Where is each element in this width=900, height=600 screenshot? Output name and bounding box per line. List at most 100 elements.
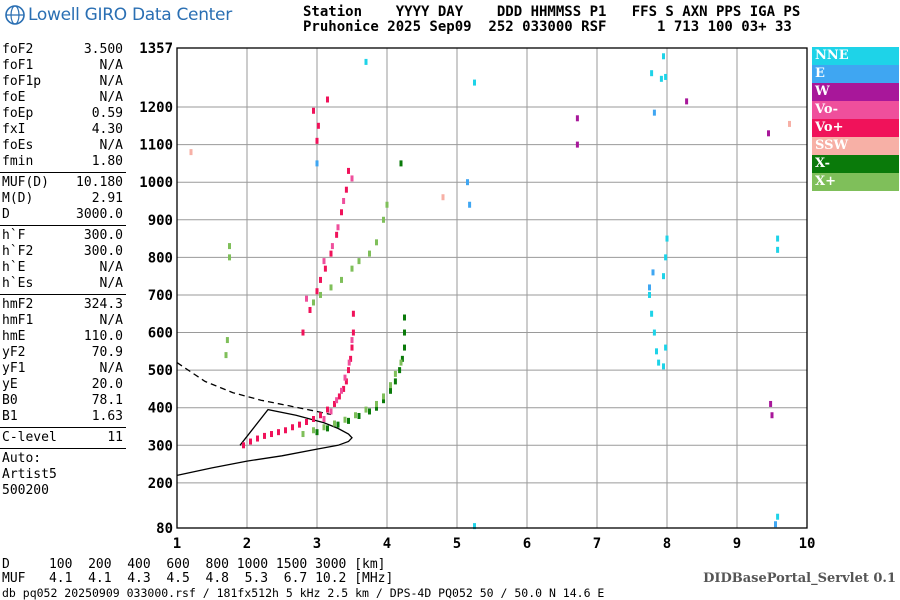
echo-point xyxy=(242,442,245,449)
echo-point xyxy=(298,421,301,428)
echo-point xyxy=(393,378,397,385)
chart-grid xyxy=(176,47,808,529)
echo-point xyxy=(340,387,343,394)
echo-point xyxy=(270,431,273,438)
legend-item: X- xyxy=(812,155,899,173)
param-row: h`F 300.0 xyxy=(0,228,126,244)
servlet-label: DIDBasePortal_Servlet 0.1 xyxy=(703,571,896,586)
echo-point xyxy=(651,269,655,276)
echo-point xyxy=(329,408,333,415)
param-row: yF2 70.9 xyxy=(0,345,126,361)
echo-point xyxy=(312,415,315,422)
x-tick-label: 6 xyxy=(523,536,531,552)
echo-point xyxy=(312,427,315,434)
echo-point xyxy=(650,310,654,317)
echo-point xyxy=(664,344,668,351)
param-label: foF2 xyxy=(2,42,34,57)
param-value: N/A xyxy=(99,58,123,73)
profile-curve xyxy=(176,362,332,416)
echo-point xyxy=(315,137,319,144)
param-value: 300.0 xyxy=(83,228,123,243)
echo-point xyxy=(312,107,315,114)
scaled-parameters-panel: foF2 3.500 foF1 N/A foF1p N/A foE N/A foEp 0.59 fx… xyxy=(0,42,126,499)
profile-curve xyxy=(176,408,353,477)
echo-point xyxy=(400,355,404,362)
echo-point xyxy=(389,387,392,394)
echo-point xyxy=(655,348,658,355)
echo-point xyxy=(788,120,791,127)
echo-point xyxy=(228,243,231,250)
param-value: N/A xyxy=(99,90,123,105)
param-label: MUF(D) xyxy=(2,175,49,190)
param-separator xyxy=(0,225,126,228)
echo-point xyxy=(385,201,389,208)
autoscaling-info: Artist5 xyxy=(2,467,57,482)
param-label: M(D) xyxy=(2,191,34,206)
param-value: 11 xyxy=(107,430,123,445)
y-tick-label: 80 xyxy=(156,521,173,537)
echo-point xyxy=(347,359,351,366)
param-row: foF1 N/A xyxy=(0,58,126,74)
echo-point xyxy=(337,393,341,400)
echo-point xyxy=(398,367,402,374)
param-row: hmF2 324.3 xyxy=(0,297,126,313)
echo-point xyxy=(322,258,326,265)
echo-point xyxy=(333,420,336,427)
legend-item: Vo- xyxy=(812,101,899,119)
echo-point xyxy=(393,370,397,377)
echo-point xyxy=(323,265,327,272)
echo-point xyxy=(301,329,305,336)
echo-point xyxy=(665,235,669,242)
y-tick-label: 500 xyxy=(148,363,173,379)
x-tick-label: 1 xyxy=(173,536,181,552)
echo-point xyxy=(662,363,665,370)
echo-point xyxy=(403,344,406,351)
echo-point xyxy=(776,235,780,242)
muf-frequency-row: MUF 4.1 4.1 4.3 4.5 4.8 5.3 6.7 10.2 [MH… xyxy=(2,571,394,586)
echo-point xyxy=(389,382,392,389)
echo-point xyxy=(662,53,665,60)
param-value: 78.1 xyxy=(91,393,123,408)
param-value: 300.0 xyxy=(83,244,123,259)
y-tick-label: 800 xyxy=(148,250,173,266)
echo-point xyxy=(350,265,354,272)
param-label: B0 xyxy=(2,393,18,408)
param-label: hmF2 xyxy=(2,297,34,312)
x-tick-label: 5 xyxy=(453,536,461,552)
param-row: MUF(D) 10.180 xyxy=(0,175,126,191)
x-tick-label: 3 xyxy=(313,536,321,552)
echo-point xyxy=(382,393,385,400)
param-row: hmF1 N/A xyxy=(0,313,126,329)
param-value: N/A xyxy=(99,276,123,291)
x-tick-label: 2 xyxy=(243,536,251,552)
param-label: yE xyxy=(2,377,18,392)
echo-point xyxy=(329,284,333,291)
echo-point xyxy=(342,197,346,204)
param-separator xyxy=(0,294,126,297)
echo-point xyxy=(441,194,445,201)
globe-logo-icon xyxy=(5,5,25,25)
x-tick-label: 7 xyxy=(593,536,601,552)
echo-point xyxy=(399,160,403,167)
echo-point xyxy=(343,416,347,423)
param-row: foE N/A xyxy=(0,90,126,106)
param-value: 20.0 xyxy=(91,377,123,392)
param-label: fmin xyxy=(2,154,34,169)
echo-point xyxy=(350,344,354,351)
param-label: h`F xyxy=(2,228,26,243)
echo-point xyxy=(776,513,780,520)
echo-point xyxy=(368,408,371,415)
param-row: foF2 3.500 xyxy=(0,42,126,58)
legend-item: X+ xyxy=(812,173,899,191)
echo-point xyxy=(664,73,668,80)
echo-point xyxy=(575,141,579,148)
echo-point xyxy=(277,429,280,436)
echo-point xyxy=(382,216,385,223)
param-row: foF1p N/A xyxy=(0,74,126,90)
param-label: D xyxy=(2,207,10,222)
echo-point xyxy=(473,523,476,530)
param-row: h`E N/A xyxy=(0,260,126,276)
echo-point xyxy=(326,406,329,413)
echo-point xyxy=(403,314,406,321)
